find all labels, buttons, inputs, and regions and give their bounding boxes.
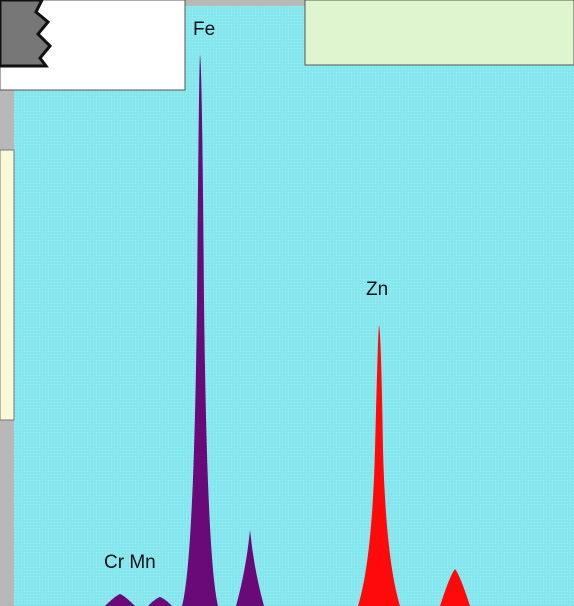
fe-peak: [182, 55, 218, 606]
zn-peak: [358, 325, 400, 606]
fe-beta-peak: [236, 530, 264, 606]
top-right-box: [304, 0, 574, 66]
mn-peak: [148, 597, 172, 606]
zn-beta-peak: [440, 569, 470, 606]
zn-label: Zn: [366, 279, 388, 300]
fe-label: Fe: [193, 19, 215, 40]
cr-mn-label: Cr Mn: [104, 552, 156, 573]
sample-icon: [0, 0, 53, 68]
cr-peak: [105, 594, 135, 606]
top-strip: [185, 0, 305, 6]
left-panel: [0, 149, 15, 421]
